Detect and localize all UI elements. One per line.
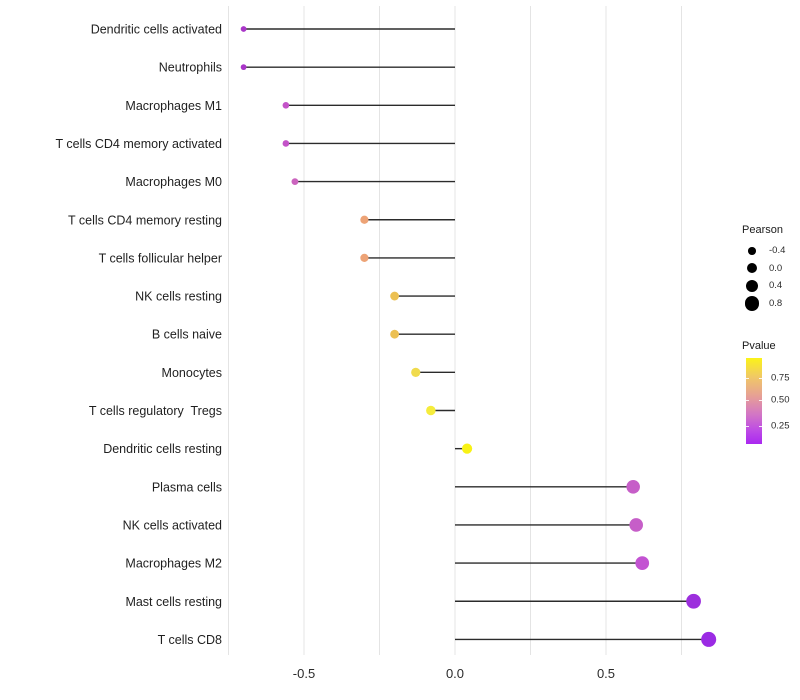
lollipop-point: [282, 140, 290, 147]
legend-pvalue-tick-mark: [759, 378, 762, 380]
lollipop-point: [291, 178, 299, 186]
lollipop-point: [461, 443, 473, 454]
legend-size-dot: [747, 263, 757, 274]
lollipop-point: [411, 367, 421, 377]
legend-pvalue-tick-mark: [746, 378, 749, 380]
legend-pvalue-tick-mark: [746, 425, 749, 427]
lollipop-point: [701, 631, 717, 647]
y-axis-label: Dendritic cells activated: [91, 23, 222, 37]
y-axis-label: Mast cells resting: [125, 595, 222, 609]
lollipop-point: [635, 556, 650, 570]
y-axis-label: Macrophages M1: [125, 99, 222, 113]
legend-pvalue-tick-mark: [759, 425, 762, 427]
y-axis-label: T cells CD4 memory activated: [56, 137, 223, 151]
lollipop-point: [686, 593, 701, 609]
legend-pearson-title: Pearson: [742, 224, 783, 236]
legend-size-entry: -0.4: [742, 242, 800, 260]
y-axis-label: NK cells resting: [135, 290, 222, 304]
y-axis-label: Macrophages M0: [125, 175, 222, 189]
y-axis-label: B cells naive: [152, 328, 222, 342]
legend-pvalue-tick-mark: [759, 400, 762, 402]
y-axis-label: Monocytes: [162, 366, 222, 380]
lollipop-point: [626, 480, 640, 494]
legend-size-entry: 0.8: [742, 295, 800, 313]
lollipop-point: [360, 215, 369, 224]
lollipop-point: [629, 518, 643, 532]
y-axis-label: Plasma cells: [152, 480, 222, 494]
legend-pvalue-tick-label: 0.75: [771, 372, 790, 384]
lollipop-point: [390, 291, 399, 301]
legend-size-dot-cell: [742, 295, 762, 311]
legend: Pearson -0.4 0.0 0.4 0.8 Pvalue 0.75 0.50 0.2…: [742, 224, 800, 448]
legend-pvalue-gradient-wrap: 0.75 0.50 0.25: [742, 358, 800, 448]
legend-pvalue: Pvalue 0.75 0.50 0.25: [742, 340, 800, 448]
x-axis-tick-label: 0.0: [446, 666, 464, 681]
pvalue-gradient-bar: [746, 358, 762, 444]
legend-size-dot: [745, 279, 759, 292]
legend-pvalue-tick-label: 0.50: [771, 394, 790, 406]
lollipop-point: [426, 405, 436, 416]
legend-size-dot: [748, 246, 756, 255]
legend-size-dot: [744, 295, 760, 311]
lollipop-point: [390, 329, 399, 339]
x-axis-tick-label: 0.5: [597, 666, 615, 681]
legend-size-dot-cell: [742, 263, 762, 274]
legend-size-label: -0.4: [769, 245, 786, 257]
legend-pvalue-tick-mark: [746, 400, 749, 402]
legend-size-dot-cell: [742, 279, 762, 292]
legend-size-entry: 0.4: [742, 277, 800, 295]
legend-pvalue-title: Pvalue: [742, 340, 776, 352]
y-axis-label: T cells CD8: [158, 633, 222, 647]
legend-pearson-entries: -0.4 0.0 0.4 0.8: [742, 242, 800, 312]
legend-size-entry: 0.0: [742, 260, 800, 278]
y-axis-label: Neutrophils: [159, 61, 222, 75]
legend-size-label: 0.8: [769, 297, 783, 309]
lollipop-point: [282, 101, 290, 109]
legend-size-dot-cell: [742, 246, 762, 255]
legend-size-label: 0.0: [769, 262, 783, 274]
y-axis-label: T cells follicular helper: [99, 251, 222, 265]
lollipop-point: [240, 64, 247, 71]
y-axis-label: T cells CD4 memory resting: [68, 213, 222, 227]
y-axis-label: NK cells activated: [123, 518, 222, 532]
legend-pearson: Pearson -0.4 0.0 0.4 0.8: [742, 224, 800, 312]
y-axis-label: Dendritic cells resting: [103, 442, 222, 456]
y-axis-label: Macrophages M2: [125, 557, 222, 571]
lollipop-point: [240, 26, 247, 32]
x-axis-tick-label: -0.5: [293, 666, 315, 681]
lollipop-point: [360, 253, 369, 262]
legend-pvalue-tick-label: 0.25: [771, 420, 790, 431]
legend-size-label: 0.4: [769, 280, 783, 292]
y-axis-label: T cells regulatory Tregs: [89, 404, 222, 418]
